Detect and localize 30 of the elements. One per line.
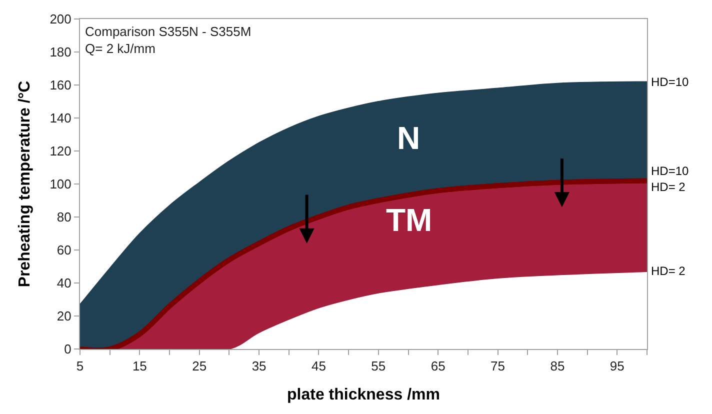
x-axis-title: plate thickness /mm — [287, 386, 440, 404]
x-tick-label: 85 — [550, 358, 565, 374]
y-tick-label: 40 — [56, 276, 72, 291]
annotation: TM — [386, 202, 432, 238]
y-tick-label: 200 — [50, 12, 72, 27]
annotation: Comparison S355N - S355M Q= 2 kJ/mm — [85, 24, 252, 56]
x-tick-label: 15 — [132, 358, 147, 374]
y-tick-label: 60 — [56, 242, 72, 258]
x-tick-label: 75 — [490, 358, 506, 374]
x-tick-label: 5 — [76, 358, 84, 374]
series-label: HD=10 — [651, 164, 690, 178]
y-tick-label: 140 — [50, 110, 72, 126]
x-tick-label: 55 — [371, 358, 386, 374]
x-tick-label: 95 — [610, 358, 624, 374]
x-tick-label: 45 — [312, 358, 326, 374]
x-tick-label: 25 — [192, 358, 207, 374]
y-tick-label: 100 — [50, 176, 72, 192]
series-label: HD= 2 — [651, 264, 686, 278]
series-label: HD= 2 — [651, 180, 686, 194]
x-tick-label: 35 — [252, 358, 266, 374]
y-tick-label: 20 — [56, 308, 72, 324]
annotation: N — [397, 120, 420, 156]
x-tick-label: 65 — [430, 358, 446, 374]
y-tick-label: 0 — [64, 342, 72, 357]
y-tick-label: 120 — [50, 144, 72, 159]
y-tick-label: 80 — [56, 210, 72, 225]
y-axis-title: Preheating temperature /°C — [16, 80, 34, 288]
series-label: HD=10 — [651, 75, 690, 89]
y-tick-label: 180 — [50, 44, 72, 60]
y-tick-label: 160 — [50, 78, 72, 93]
